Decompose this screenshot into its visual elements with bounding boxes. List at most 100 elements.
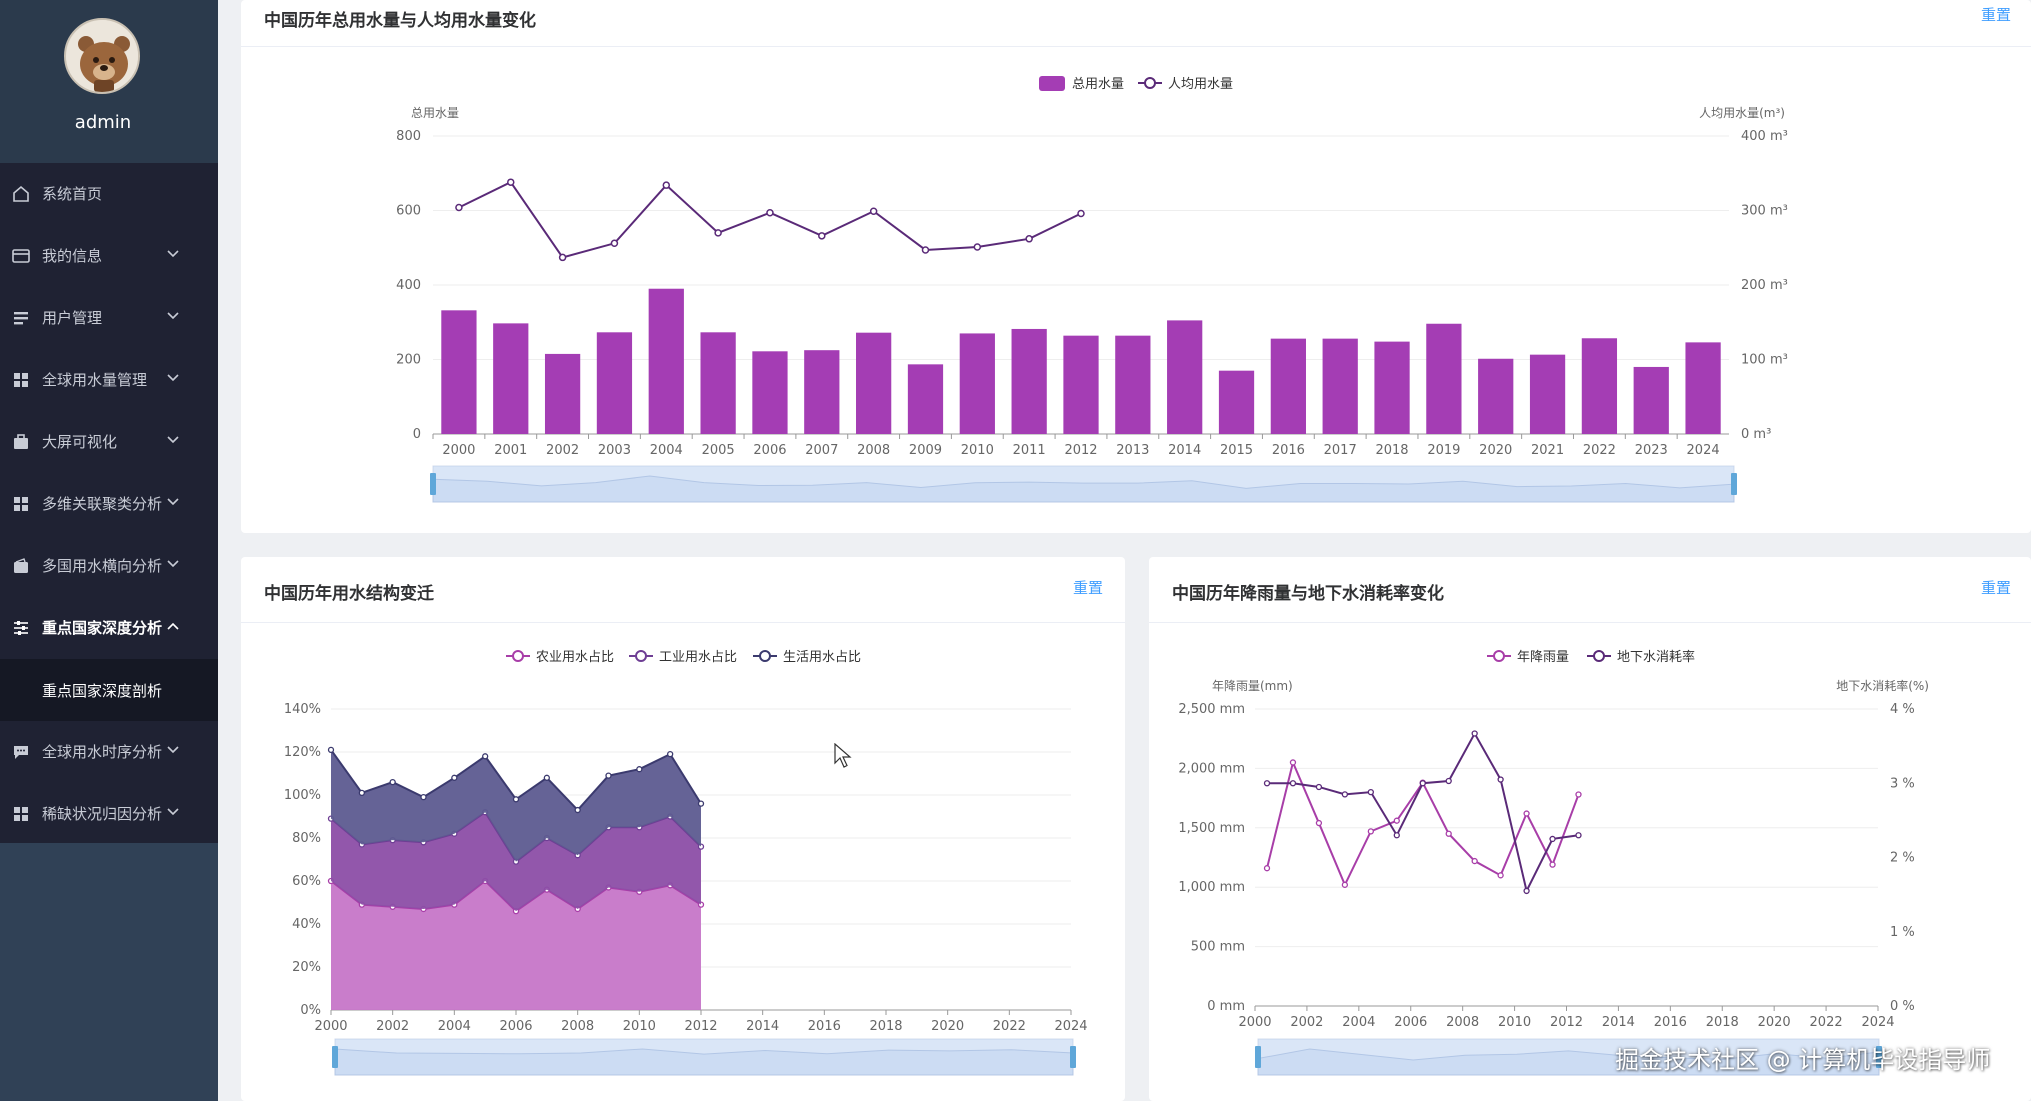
y-tick-right: 2 % <box>1890 851 1915 866</box>
legend-label: 工业用水占比 <box>659 650 737 665</box>
y-tick-right: 4 % <box>1890 702 1915 717</box>
axis-name-left: 年降雨量(mm) <box>1212 679 1293 693</box>
bar <box>856 332 892 434</box>
bar <box>1011 328 1047 434</box>
bar <box>596 332 633 434</box>
legend-marker <box>635 650 647 662</box>
line-point <box>869 207 878 215</box>
menu-item-scarcity[interactable]: 稀缺状况归因分析 <box>0 783 218 845</box>
legend-marker <box>759 650 771 662</box>
menu-item-label: 我的信息 <box>42 247 103 265</box>
menu-item-time-series[interactable]: 全球用水时序分析 <box>0 721 218 783</box>
panel-divider <box>241 46 2031 47</box>
y-tick-right: 400 m³ <box>1741 129 1788 144</box>
x-tick-label: 2012 <box>1064 443 1097 458</box>
y-tick-left: 400 <box>396 278 421 293</box>
y-tick-right: 0 m³ <box>1741 427 1771 442</box>
watermark: 掘金技术社区 @ 计算机毕设指导师 <box>1615 1046 1991 1074</box>
line-point <box>1575 791 1582 798</box>
message-icon <box>14 746 28 759</box>
y-tick-right: 1 % <box>1890 925 1915 940</box>
reset-button[interactable]: 重置 <box>1073 579 1104 597</box>
area-point <box>574 806 581 814</box>
y-tick: 120% <box>284 745 321 760</box>
datazoom-selection <box>1258 1039 1879 1075</box>
x-tick-label: 2020 <box>931 1019 964 1034</box>
menu-item-cross-country[interactable]: 多国用水横向分析 <box>0 535 218 597</box>
y-tick-left: 1,500 mm <box>1178 821 1245 836</box>
list-icon <box>14 312 28 325</box>
datazoom-handle-left <box>1255 1046 1261 1068</box>
line-point <box>1315 783 1323 791</box>
y-tick-left: 0 <box>413 427 421 442</box>
menu-item-label: 稀缺状况归因分析 <box>42 805 163 823</box>
line-point <box>1289 759 1297 766</box>
x-tick-label: 2022 <box>1583 443 1616 458</box>
line-point <box>921 246 930 254</box>
line-point <box>1025 235 1033 243</box>
line-point <box>1445 830 1452 837</box>
area-point <box>482 753 489 760</box>
avatar[interactable] <box>64 18 140 94</box>
chevron-down-icon <box>167 436 179 444</box>
x-tick-label: 2004 <box>438 1019 471 1034</box>
x-tick-label: 2010 <box>961 443 994 458</box>
menu-item-user-mgmt[interactable]: 用户管理 <box>0 287 218 349</box>
datazoom-handle-right <box>1876 1046 1882 1068</box>
line-point <box>1341 881 1349 888</box>
x-tick-label: 2004 <box>650 443 683 458</box>
panel-title: 中国历年降雨量与地下水消耗率变化 <box>1172 584 1444 604</box>
x-tick-label: 2008 <box>1446 1015 1479 1030</box>
area-point <box>451 774 458 781</box>
menu-item-label: 用户管理 <box>42 309 103 327</box>
sidebar: admin 系统首页 我的信息 用户管理 全球用水量管理 大屏可视化 <box>0 0 218 1101</box>
line-point <box>662 181 671 189</box>
bar <box>648 288 684 434</box>
x-tick-label: 2000 <box>442 443 475 458</box>
datazoom-handle-right <box>1731 473 1737 495</box>
reset-button[interactable]: 重置 <box>1981 579 2012 597</box>
menu-item-key-country[interactable]: 重点国家深度分析 <box>0 597 218 659</box>
legend-marker <box>1493 650 1505 662</box>
menu-item-label: 多维关联聚类分析 <box>42 495 163 513</box>
bar <box>1218 370 1255 434</box>
x-tick-label: 2024 <box>1687 443 1720 458</box>
submenu-item-label: 重点国家深度剖析 <box>42 682 163 700</box>
menu-item-label: 重点国家深度分析 <box>42 619 163 637</box>
x-tick-label: 2020 <box>1479 443 1512 458</box>
menu-item-big-screen[interactable]: 大屏可视化 <box>0 411 218 473</box>
area-point <box>389 778 396 786</box>
menu-item-home[interactable]: 系统首页 <box>0 163 218 225</box>
menu-item-global-water[interactable]: 全球用水量管理 <box>0 349 218 411</box>
y-tick: 20% <box>292 960 321 975</box>
menu-item-cluster-analysis[interactable]: 多维关联聚类分析 <box>0 473 218 535</box>
bar <box>493 323 529 434</box>
menu-item-my-info[interactable]: 我的信息 <box>0 225 218 287</box>
menu-item-label: 全球用水量管理 <box>42 371 148 389</box>
x-tick-label: 2012 <box>684 1019 717 1034</box>
chevron-down-icon <box>167 374 179 382</box>
submenu-item-key-country-detail[interactable]: 重点国家深度剖析 <box>0 659 218 721</box>
x-tick-label: 2000 <box>1238 1015 1271 1030</box>
reset-button[interactable]: 重置 <box>1981 6 2012 24</box>
y-tick: 0% <box>300 1003 321 1018</box>
panel-total-water: 中国历年总用水量与人均用水量变化 重置 总用水量 人均用水量 总用水量 人均用水量(m… <box>241 0 2031 533</box>
area-point <box>420 793 427 801</box>
y-tick-right: 3 % <box>1890 776 1915 791</box>
datazoom-handle-left <box>332 1046 338 1068</box>
line-point <box>973 243 982 251</box>
x-tick-label: 2015 <box>1220 443 1253 458</box>
x-tick-label: 2001 <box>494 443 527 458</box>
bar <box>907 364 944 434</box>
x-tick-label: 2022 <box>1810 1015 1843 1030</box>
datazoom-selection <box>433 466 1734 502</box>
line-point <box>455 203 463 212</box>
x-tick-label: 2008 <box>561 1019 594 1034</box>
bar <box>1270 338 1306 434</box>
bar <box>700 332 736 434</box>
x-tick-label: 2019 <box>1427 443 1460 458</box>
line-point <box>1367 789 1374 796</box>
series-line <box>458 180 1082 259</box>
line-point <box>1393 832 1400 839</box>
line-point <box>1549 861 1556 868</box>
